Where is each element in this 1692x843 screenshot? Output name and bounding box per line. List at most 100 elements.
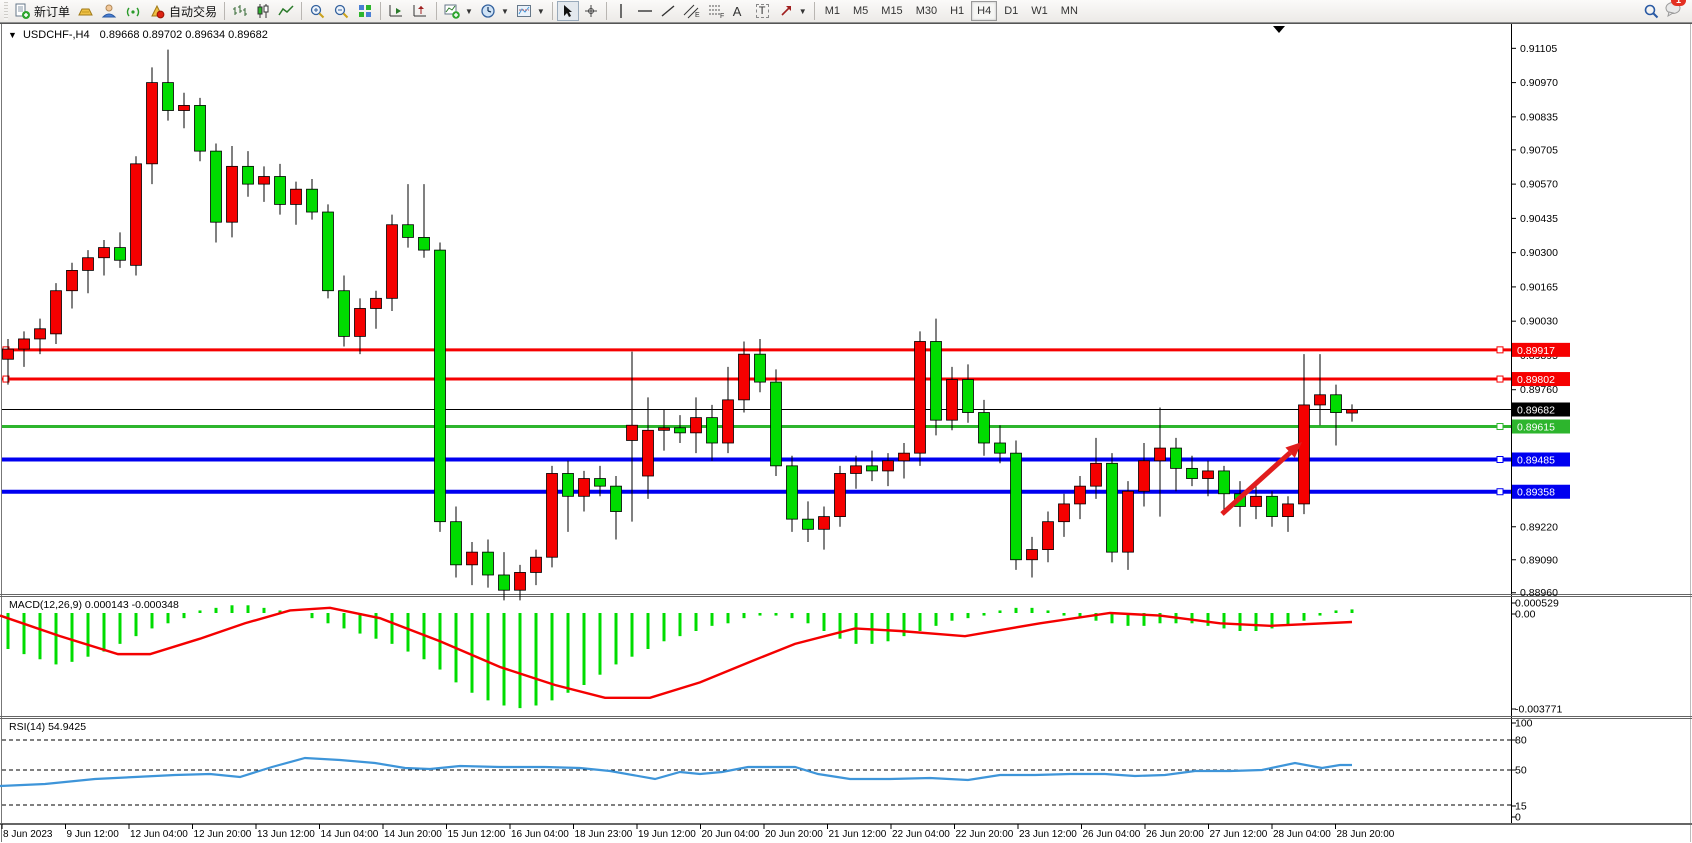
text-label-tool-button[interactable]: T <box>753 1 775 21</box>
svg-text:20 Jun 04:00: 20 Jun 04:00 <box>702 829 760 840</box>
tile-windows-button[interactable] <box>354 1 376 21</box>
zoom-out-button[interactable] <box>330 1 353 21</box>
tab-timeframe-m1[interactable]: M1 <box>824 5 840 17</box>
rsi-panel: 100 80 50 150 <box>0 718 1533 824</box>
chart-shift-marker-icon <box>1273 26 1285 33</box>
zoom-in-icon <box>310 4 325 18</box>
svg-text:0.90570: 0.90570 <box>1520 179 1558 191</box>
svg-text:14 Jun 04:00: 14 Jun 04:00 <box>321 829 379 840</box>
dropdown-caret-icon: ▼ <box>465 6 473 16</box>
chart-frame <box>0 23 1692 843</box>
clock-icon <box>481 3 495 18</box>
horizontal-line-tool-button[interactable] <box>634 1 656 21</box>
tab-timeframe-h4[interactable]: H4 <box>971 1 998 21</box>
candlestick-series <box>2 49 1358 601</box>
toolbar-separator <box>436 2 438 20</box>
tab-timeframe-mn[interactable]: MN <box>1060 5 1078 17</box>
toolbar-separator <box>224 2 226 20</box>
level-lines <box>2 346 1511 496</box>
svg-text:23 Jun 12:00: 23 Jun 12:00 <box>1019 829 1077 840</box>
chart-shift-button[interactable] <box>409 1 432 21</box>
tab-timeframe-w1[interactable]: W1 <box>1031 5 1048 17</box>
toolbar-separator <box>551 2 553 20</box>
auto-scroll-icon <box>389 4 403 16</box>
svg-text:0.89760: 0.89760 <box>1520 384 1558 396</box>
auto-scroll-button[interactable] <box>385 1 408 21</box>
toolbar-separator <box>605 2 607 20</box>
new-order-label: 新订单 <box>34 4 71 19</box>
periods-button[interactable]: ▼ <box>477 1 512 21</box>
toolbar-separator <box>301 2 303 20</box>
tab-timeframe-m15[interactable]: M15 <box>881 5 903 17</box>
toolbar-grip <box>4 2 8 20</box>
svg-text:-0.003771: -0.003771 <box>1515 704 1562 716</box>
trendline-tool-button[interactable] <box>657 1 679 21</box>
svg-text:13 Jun 12:00: 13 Jun 12:00 <box>257 829 315 840</box>
svg-text:28 Jun 20:00: 28 Jun 20:00 <box>1337 829 1395 840</box>
line-chart-button[interactable] <box>275 1 297 21</box>
svg-text:E: E <box>695 12 700 19</box>
svg-text:8 Jun 2023: 8 Jun 2023 <box>3 829 53 840</box>
signals-button[interactable] <box>122 1 145 21</box>
equidistant-channel-icon: E <box>683 4 700 19</box>
vertical-line-tool-button[interactable] <box>611 1 633 21</box>
svg-text:100: 100 <box>1515 718 1533 730</box>
tab-timeframe-d1[interactable]: D1 <box>1004 5 1019 17</box>
tab-timeframe-h1[interactable]: H1 <box>950 5 965 17</box>
indicators-button[interactable]: ▼ <box>441 1 476 21</box>
search-button[interactable] <box>1640 1 1663 21</box>
svg-text:12 Jun 20:00: 12 Jun 20:00 <box>194 829 252 840</box>
notification-button[interactable]: 1 <box>1664 0 1686 22</box>
search-icon <box>1644 4 1659 18</box>
bar-chart-icon <box>233 5 248 16</box>
svg-text:19 Jun 12:00: 19 Jun 12:00 <box>638 829 696 840</box>
signal-icon <box>126 7 140 16</box>
level-price-labels: 0.89917 0.89802 0.89682 0.89615 0.89485 0.893… <box>1512 342 1570 499</box>
zoom-in-button[interactable] <box>306 1 329 21</box>
candlestick-chart-icon <box>257 4 269 18</box>
svg-text:0.90835: 0.90835 <box>1520 111 1558 123</box>
tab-timeframe-m5[interactable]: M5 <box>853 5 869 17</box>
tile-windows-icon <box>359 5 372 17</box>
auto-trading-button[interactable]: 自动交易 <box>146 1 220 21</box>
arrows-tool-button[interactable]: ▼ <box>776 1 810 21</box>
indicators-icon <box>444 4 460 19</box>
notification-badge: 1 <box>1671 0 1686 6</box>
toolbar-separator <box>380 2 382 20</box>
crosshair-icon <box>584 5 597 17</box>
channel-tool-button[interactable]: E <box>680 1 704 21</box>
cursor-icon <box>563 4 572 17</box>
templates-button[interactable]: ▼ <box>513 1 548 21</box>
tab-timeframe-m30[interactable]: M30 <box>915 5 938 17</box>
crosshair-button[interactable] <box>580 1 602 21</box>
svg-text:22 Jun 20:00: 22 Jun 20:00 <box>956 829 1014 840</box>
svg-text:F: F <box>720 13 724 19</box>
auto-trading-icon <box>151 4 165 18</box>
zoom-out-icon <box>334 4 349 18</box>
dropdown-caret-icon: ▼ <box>536 6 545 16</box>
fibonacci-tool-button[interactable]: F <box>705 1 729 21</box>
line-chart-icon <box>278 5 294 16</box>
svg-text:80: 80 <box>1515 735 1527 747</box>
new-order-button[interactable]: 新订单 <box>11 1 73 21</box>
cursor-button[interactable] <box>556 1 579 21</box>
svg-text:16 Jun 04:00: 16 Jun 04:00 <box>511 829 569 840</box>
svg-text:0.88960: 0.88960 <box>1520 587 1558 599</box>
svg-text:0.89358: 0.89358 <box>1517 487 1555 499</box>
svg-text:0.89220: 0.89220 <box>1520 521 1558 533</box>
svg-text:0.89802: 0.89802 <box>1517 374 1555 386</box>
dropdown-caret-icon: ▼ <box>798 6 807 16</box>
arrow-objects-icon <box>781 6 791 16</box>
candlestick-chart-button[interactable] <box>252 1 274 21</box>
market-depth-button[interactable] <box>74 1 97 21</box>
bar-chart-button[interactable] <box>229 1 251 21</box>
svg-text:12 Jun 04:00: 12 Jun 04:00 <box>130 829 188 840</box>
svg-text:14 Jun 20:00: 14 Jun 20:00 <box>384 829 442 840</box>
text-tool-button[interactable]: A <box>730 1 752 21</box>
svg-text:50: 50 <box>1515 765 1527 777</box>
expert-advisor-button[interactable] <box>98 1 121 21</box>
svg-text:15: 15 <box>1515 801 1527 813</box>
svg-text:26 Jun 20:00: 26 Jun 20:00 <box>1146 829 1204 840</box>
